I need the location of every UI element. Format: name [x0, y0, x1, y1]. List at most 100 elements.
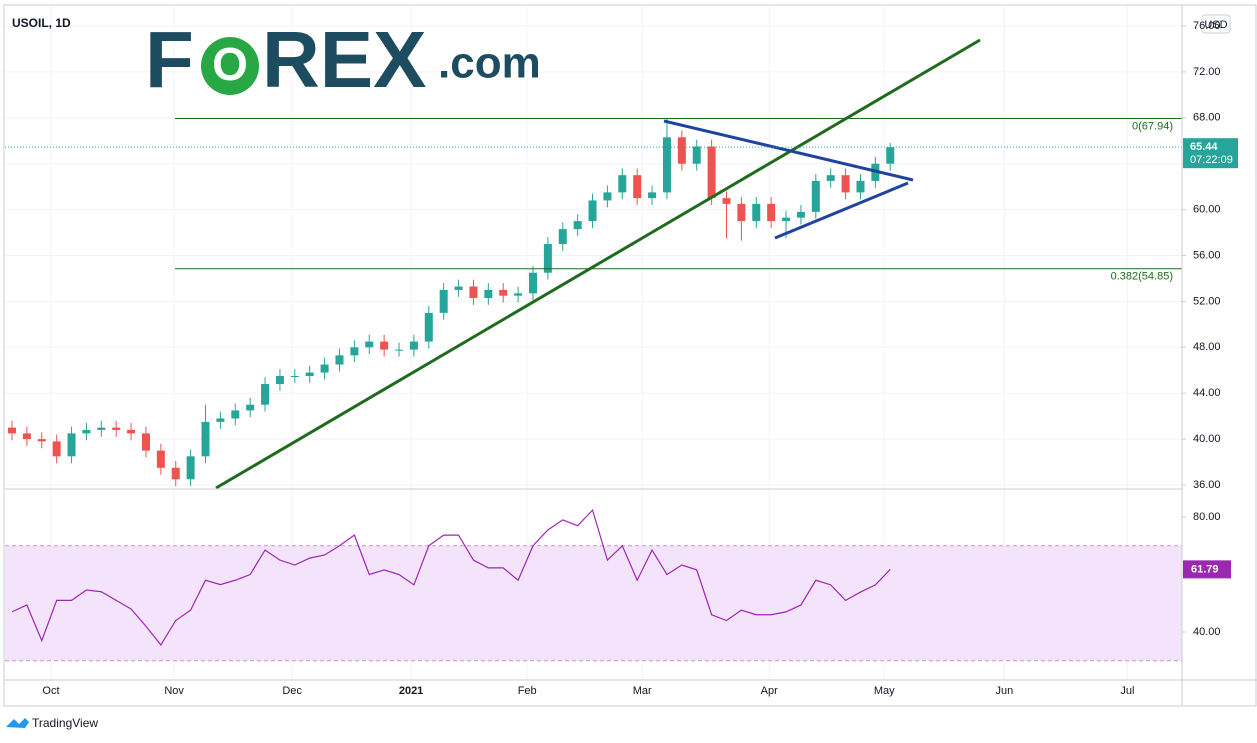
candle-body	[886, 147, 895, 164]
candle-body	[409, 341, 418, 350]
candle-body	[82, 429, 91, 434]
candle-body	[588, 200, 597, 222]
candle-body	[305, 372, 314, 376]
plot	[7, 118, 895, 646]
candle-body	[156, 450, 165, 468]
candle-body	[662, 137, 671, 193]
candle-body	[782, 217, 791, 222]
candle-body	[320, 364, 329, 373]
candle-body	[484, 289, 493, 298]
candle-body	[737, 203, 746, 222]
logo-f: F	[145, 15, 194, 104]
candle-body	[722, 198, 731, 204]
last-price-label: 65.44	[1190, 141, 1218, 153]
tradingview-brand: TradingView	[6, 716, 98, 730]
candle-body	[543, 244, 552, 273]
x-tick-label: Dec	[282, 685, 302, 697]
overlay: 0(67.94) 0.382(54.85)	[5, 117, 1182, 283]
candle-body	[275, 376, 284, 385]
candle-body	[380, 341, 389, 350]
candle-body	[796, 211, 805, 218]
countdown: 07:22:09	[1190, 154, 1233, 166]
x-tick-label: Feb	[518, 685, 537, 697]
candle-body	[7, 427, 16, 434]
candle-body	[97, 427, 106, 430]
candle-body	[141, 433, 150, 451]
candle-body	[365, 341, 374, 348]
logo-o: O	[212, 38, 248, 90]
candle-body	[648, 192, 657, 199]
candle-body	[350, 347, 359, 356]
rsi-line	[11, 508, 891, 646]
fib-label: 0.382(54.85)	[1111, 271, 1173, 283]
candle-body	[246, 404, 255, 411]
candle-body	[454, 286, 463, 290]
candle-body	[514, 293, 523, 296]
candle-body	[67, 433, 76, 457]
candle-body	[573, 221, 582, 230]
last-price-box	[1183, 138, 1238, 169]
candle-body	[424, 312, 433, 342]
candle-body	[127, 429, 136, 434]
candle-body	[22, 433, 31, 440]
rsi-y-tick-label: 40.00	[1193, 626, 1221, 638]
candle-body	[767, 203, 776, 222]
candle-body	[395, 349, 404, 351]
x-tick-label: Mar	[633, 685, 652, 697]
candle-body	[216, 418, 225, 422]
candle-body	[439, 289, 448, 313]
currency-badge	[1201, 14, 1231, 34]
candle-body	[201, 421, 210, 457]
watermark-logo: F O REX .com	[145, 15, 541, 104]
x-tick-label: Nov	[164, 685, 184, 697]
candle-body	[112, 427, 121, 430]
candle-body	[186, 456, 195, 480]
candle-body	[335, 355, 344, 365]
candle-body	[52, 441, 61, 457]
candle-body	[856, 180, 865, 193]
x-tick-label: Apr	[761, 685, 778, 697]
y-tick-label: 68.00	[1193, 112, 1221, 124]
candle-body	[633, 175, 642, 199]
candle-body	[171, 467, 180, 480]
y-tick-label: 72.00	[1193, 66, 1221, 78]
candle-body	[469, 286, 478, 298]
candle-body	[231, 410, 240, 419]
candle-body	[618, 175, 627, 193]
y-tick-label: 52.00	[1193, 295, 1221, 307]
y-tick-label: 36.00	[1193, 479, 1221, 491]
rsi-value-label: 61.79	[1191, 563, 1219, 575]
rsi-band	[5, 545, 1182, 661]
x-tick-label: May	[874, 685, 895, 697]
candle-body	[841, 175, 850, 193]
logo-rex: REX	[262, 15, 427, 104]
trend-line	[215, 38, 981, 490]
x-tick-label: Jun	[996, 685, 1014, 697]
candle-body	[558, 229, 567, 245]
candle-body	[37, 439, 46, 442]
brand-name: TradingView	[32, 716, 98, 730]
fib-label: 0(67.94)	[1132, 120, 1173, 132]
y-tick-label: 60.00	[1193, 204, 1221, 216]
frame	[3, 4, 1257, 707]
candle-body	[528, 272, 537, 294]
candle-body	[826, 175, 835, 181]
logo-com: .com	[438, 39, 541, 88]
candle-body	[290, 376, 299, 377]
candle-body	[811, 180, 820, 212]
symbol-title: USOIL, 1D	[12, 16, 71, 30]
candle-body	[677, 137, 686, 164]
grid	[5, 5, 1182, 680]
candle-body	[692, 146, 701, 164]
candle-body	[603, 192, 612, 201]
x-tick-label: Oct	[42, 685, 59, 697]
triangle-upper	[663, 119, 914, 182]
candle-body	[752, 203, 761, 222]
y-tick-label: 40.00	[1193, 433, 1221, 445]
rsi-y-tick-label: 80.00	[1193, 511, 1221, 523]
triangle-lower	[774, 181, 909, 240]
x-tick-label: Jul	[1120, 685, 1134, 697]
y-tick-label: 44.00	[1193, 387, 1221, 399]
candle-body	[261, 384, 270, 405]
